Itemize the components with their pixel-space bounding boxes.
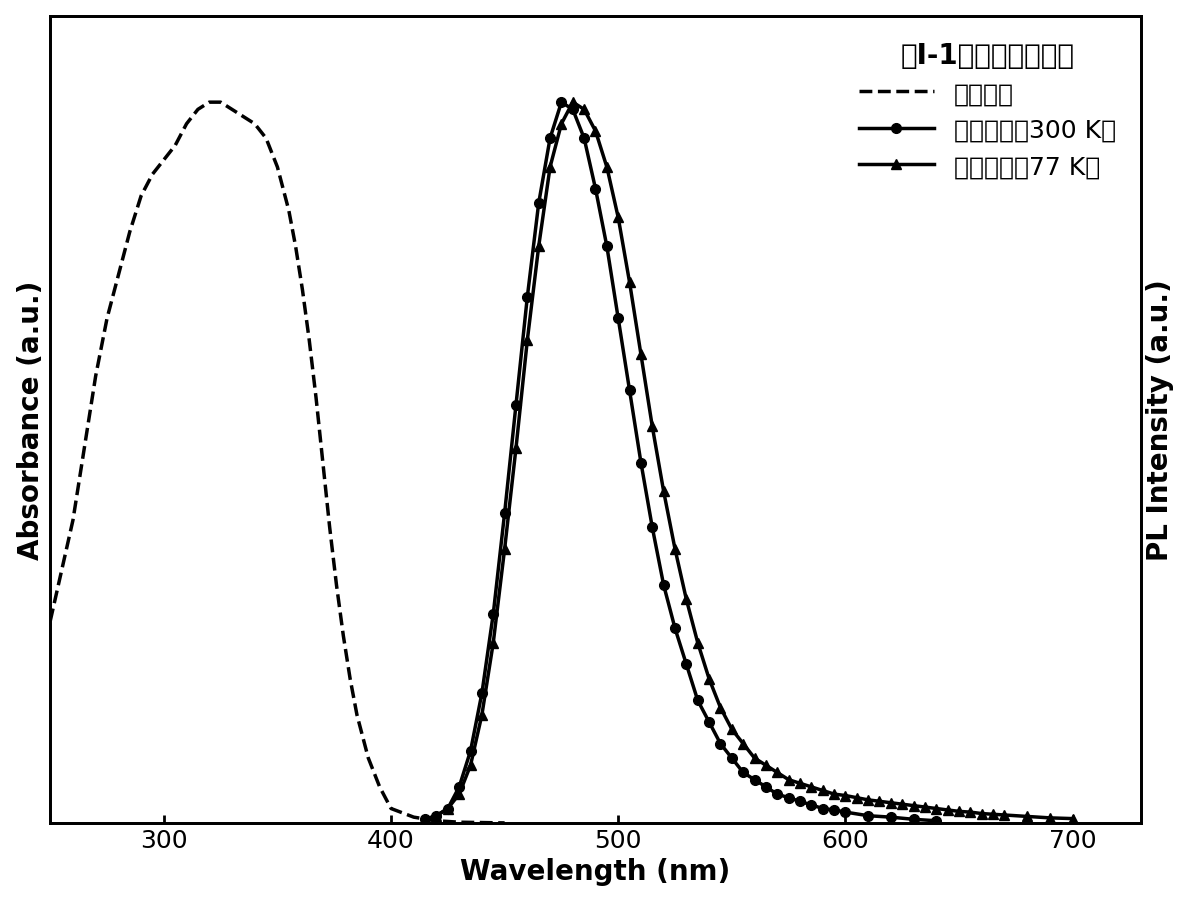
Y-axis label: Absorbance (a.u.): Absorbance (a.u.) xyxy=(17,281,45,559)
X-axis label: Wavelength (nm): Wavelength (nm) xyxy=(461,858,730,886)
Y-axis label: PL Intensity (a.u.): PL Intensity (a.u.) xyxy=(1146,279,1174,560)
Legend: 吸收光谱, 发射光谱（300 K）, 发射光谱（77 K）: 吸收光谱, 发射光谱（300 K）, 发射光谱（77 K） xyxy=(846,29,1128,191)
